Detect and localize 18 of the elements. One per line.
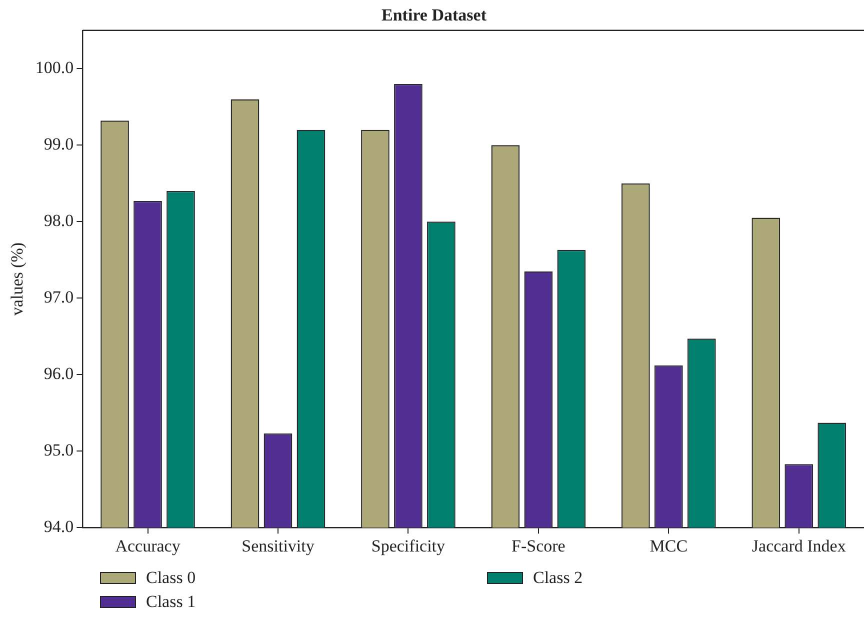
y-tick-label: 94.0 bbox=[44, 517, 74, 536]
y-axis-title: values (%) bbox=[8, 242, 27, 316]
x-tick-label: Accuracy bbox=[115, 536, 181, 556]
y-tick-label: 96.0 bbox=[44, 364, 74, 384]
x-tick-label: Specificity bbox=[371, 536, 446, 556]
y-tick-label: 97.0 bbox=[44, 288, 74, 307]
x-tick-label: Sensitivity bbox=[242, 536, 315, 556]
y-tick-label: 98.0 bbox=[44, 211, 74, 230]
chart-title: Entire Dataset bbox=[382, 6, 487, 25]
legend-label: Class 0 bbox=[146, 568, 196, 588]
y-tick-label: 99.0 bbox=[44, 134, 74, 154]
x-tick-label: F-Score bbox=[512, 536, 566, 556]
legend-label: Class 2 bbox=[533, 568, 583, 588]
x-tick-label: Jaccard Index bbox=[752, 536, 846, 556]
y-tick-label: 95.0 bbox=[44, 440, 74, 460]
legend-label: Class 1 bbox=[146, 592, 196, 612]
y-tick-label: 100.0 bbox=[35, 58, 74, 78]
x-tick-label: MCC bbox=[650, 536, 688, 556]
